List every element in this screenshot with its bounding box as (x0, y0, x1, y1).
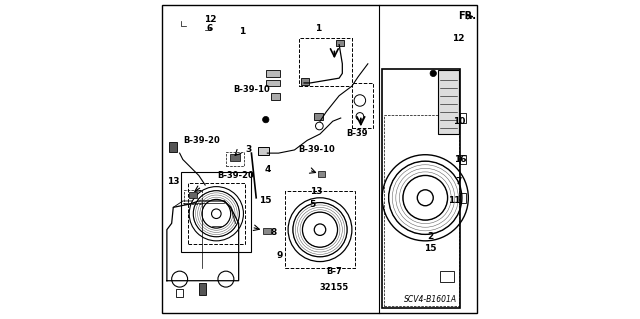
Bar (336, 40, 344, 46)
Bar (177, 289, 183, 297)
Bar (382, 69, 460, 308)
Bar (170, 142, 177, 152)
Bar (188, 183, 245, 244)
Bar (199, 283, 206, 295)
Text: 8: 8 (271, 228, 277, 237)
Text: 6: 6 (207, 24, 213, 33)
Bar (262, 228, 271, 234)
Bar (460, 113, 466, 123)
Bar (271, 93, 280, 100)
Bar (226, 152, 244, 166)
Circle shape (430, 70, 436, 77)
Text: 15: 15 (260, 197, 272, 205)
Text: 12: 12 (204, 15, 216, 24)
Bar (266, 70, 280, 77)
Text: B-39-20: B-39-20 (217, 171, 254, 180)
Bar (319, 171, 325, 177)
Bar (301, 78, 309, 85)
Text: B-39: B-39 (346, 130, 367, 138)
Text: 10: 10 (452, 117, 465, 126)
Bar (266, 80, 280, 86)
Text: B-39-20: B-39-20 (184, 136, 220, 145)
Text: 5: 5 (309, 200, 315, 209)
Text: 16: 16 (454, 155, 467, 164)
Bar (438, 70, 459, 134)
Bar (285, 191, 355, 268)
Text: 7: 7 (456, 177, 462, 186)
Bar (300, 38, 352, 86)
Text: 13: 13 (167, 177, 179, 186)
Bar (189, 192, 197, 198)
Text: 12: 12 (452, 34, 465, 43)
Text: B-39-10: B-39-10 (298, 145, 335, 154)
Text: 2: 2 (427, 232, 433, 241)
Bar (460, 193, 466, 203)
Bar (460, 155, 466, 164)
Text: 13: 13 (310, 187, 323, 196)
Bar (314, 113, 323, 120)
Text: 4: 4 (264, 165, 271, 174)
Text: SCV4-B1601A: SCV4-B1601A (403, 295, 456, 304)
Text: 1: 1 (239, 27, 245, 36)
Text: FR.: FR. (458, 11, 476, 21)
Bar (184, 190, 202, 204)
Bar (258, 147, 269, 155)
Text: 3: 3 (245, 145, 252, 154)
Bar (384, 115, 459, 306)
Circle shape (262, 116, 269, 123)
Bar (352, 83, 372, 128)
Text: 9: 9 (277, 251, 284, 260)
Text: 11: 11 (448, 197, 460, 205)
Text: B-39-10: B-39-10 (233, 85, 270, 94)
Text: B-7: B-7 (326, 267, 342, 276)
Text: 15: 15 (424, 244, 436, 253)
Bar (181, 172, 252, 252)
Bar (230, 154, 239, 161)
Text: 32155: 32155 (320, 283, 349, 292)
Text: 1: 1 (316, 24, 321, 33)
Bar (440, 271, 454, 282)
